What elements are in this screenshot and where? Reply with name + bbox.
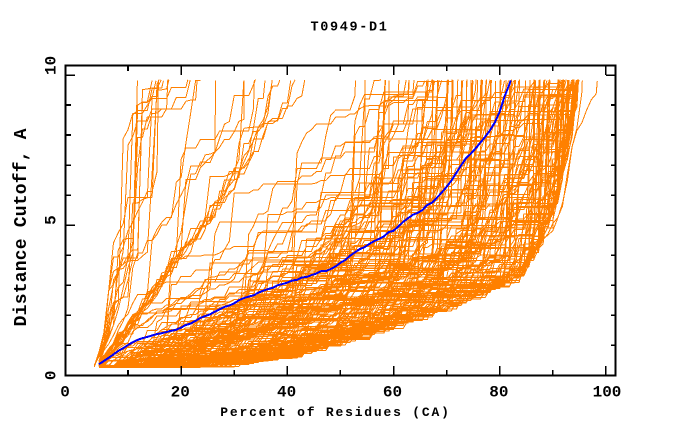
svg-text:Percent of Residues (CA): Percent of Residues (CA) [220,405,450,420]
svg-text:80: 80 [489,383,508,401]
svg-text:Distance Cutoff, A: Distance Cutoff, A [12,128,32,326]
svg-text:10: 10 [43,56,61,75]
svg-text:T0949-D1: T0949-D1 [310,21,388,36]
svg-text:20: 20 [171,383,190,401]
svg-text:0: 0 [60,383,70,401]
svg-text:100: 100 [593,383,622,401]
svg-text:0: 0 [43,370,61,380]
svg-text:60: 60 [383,383,402,401]
svg-text:40: 40 [277,383,296,401]
svg-text:5: 5 [43,215,61,225]
